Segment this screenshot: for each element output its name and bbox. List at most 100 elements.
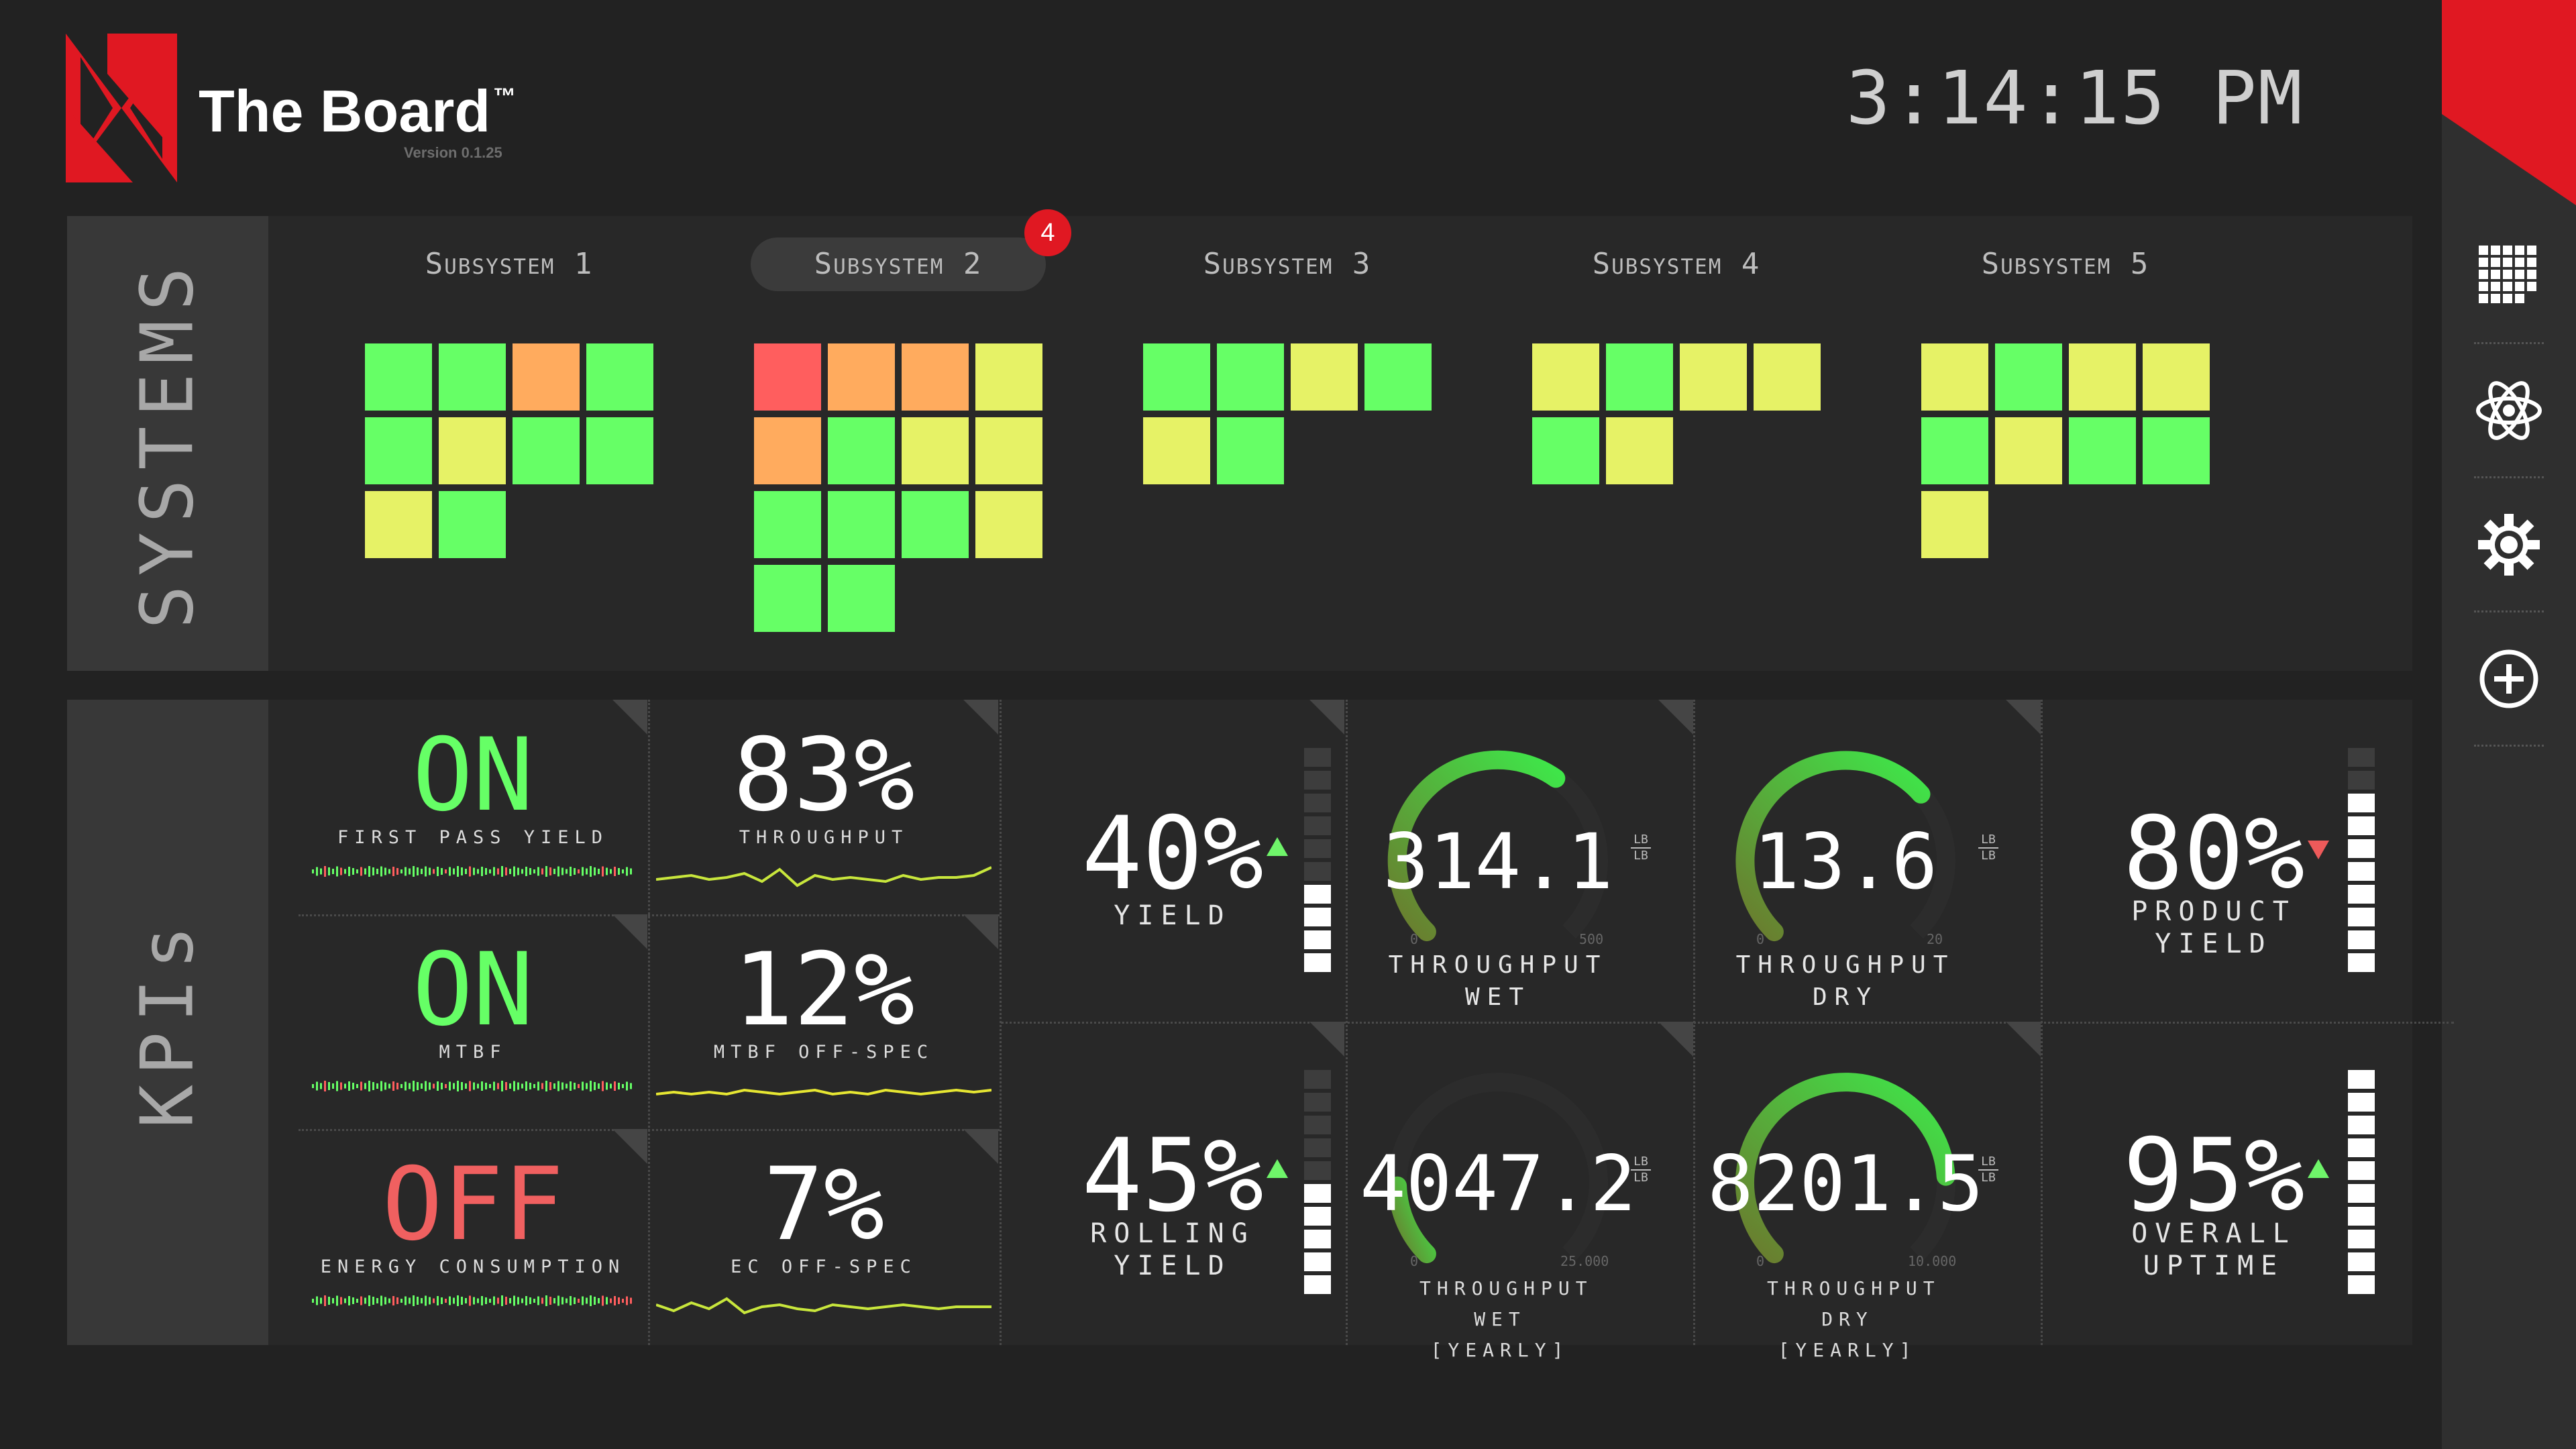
status-tile-green[interactable] (586, 343, 653, 411)
status-tile-yellow[interactable] (1606, 417, 1673, 484)
status-tile-green[interactable] (828, 417, 895, 484)
history-tick (437, 867, 439, 876)
status-tile-orange[interactable] (513, 343, 580, 411)
status-tile-yellow[interactable] (365, 491, 432, 558)
kpis-section-label: KPIs (67, 700, 268, 1345)
status-tile-green[interactable] (1217, 343, 1284, 411)
status-tile-green[interactable] (365, 343, 432, 411)
status-tile-green[interactable] (1364, 343, 1432, 411)
history-tick (356, 1299, 358, 1303)
status-tile-yellow[interactable] (1680, 343, 1747, 411)
status-tile-yellow[interactable] (902, 417, 969, 484)
status-tile-yellow[interactable] (2143, 343, 2210, 411)
kpi-status-card[interactable]: ON FIRST PASS YIELD (299, 700, 647, 914)
status-tile-green[interactable] (1921, 417, 1988, 484)
status-tile-green[interactable] (513, 417, 580, 484)
kpi-status-card[interactable]: OFF ENERGY CONSUMPTION (299, 1129, 647, 1344)
status-tile-yellow[interactable] (1291, 343, 1358, 411)
status-tile-green[interactable] (754, 565, 821, 632)
history-tick (324, 866, 326, 877)
history-tick (529, 1297, 531, 1304)
atom-button[interactable] (2474, 343, 2544, 478)
status-tile-yellow[interactable] (975, 343, 1042, 411)
history-tick (336, 866, 338, 877)
status-tile-yellow[interactable] (439, 417, 506, 484)
status-tile-green[interactable] (439, 491, 506, 558)
subsystem-tab-4[interactable]: Subsystem 4 (1592, 247, 1761, 281)
status-tile-green[interactable] (828, 491, 895, 558)
status-tile-green[interactable] (754, 491, 821, 558)
status-tile-red[interactable] (754, 343, 821, 411)
gauge-unit: LB LB (1975, 833, 2002, 863)
status-tile-yellow[interactable] (1921, 491, 1988, 558)
status-tile-yellow[interactable] (1754, 343, 1821, 411)
status-tile-green[interactable] (1143, 343, 1210, 411)
kpi-status-card[interactable]: ON MTBF (299, 914, 647, 1129)
status-tile-green[interactable] (828, 565, 895, 632)
subsystem-tab-5[interactable]: Subsystem 5 (1981, 247, 2150, 281)
status-tile-green[interactable] (586, 417, 653, 484)
status-tile-orange[interactable] (828, 343, 895, 411)
kpi-yield-card[interactable]: 95% OVERALL UPTIME (2042, 1022, 2385, 1344)
trademark-mark: ™ (493, 84, 517, 109)
systems-section-label: SYSTEMS (67, 216, 268, 671)
kpi-status-label: MTBF (439, 1042, 507, 1063)
status-tile-yellow[interactable] (1143, 417, 1210, 484)
kpi-percent-card[interactable]: 83% THROUGHPUT (649, 700, 998, 914)
level-segment (2348, 885, 2375, 904)
history-tick (578, 1299, 580, 1303)
level-meter (1304, 748, 1331, 973)
subsystem-tab-3[interactable]: Subsystem 3 (1203, 247, 1372, 281)
kpi-yield-card[interactable]: 40% YIELD (1001, 700, 1344, 1022)
status-tile-green[interactable] (1532, 417, 1599, 484)
status-tile-orange[interactable] (902, 343, 969, 411)
kpi-yield-card[interactable]: 45% ROLLING YIELD (1001, 1022, 1344, 1344)
status-tile-green[interactable] (1995, 343, 2062, 411)
status-tile-yellow[interactable] (1532, 343, 1599, 411)
kpi-percent-value: 7% (763, 1146, 885, 1263)
card-corner-marker (612, 700, 647, 735)
status-tile-yellow[interactable] (1921, 343, 1988, 411)
subsystem-status-grid (1143, 343, 1432, 484)
settings-button[interactable] (2474, 478, 2544, 612)
history-tick (529, 1083, 531, 1089)
status-tile-green[interactable] (2143, 417, 2210, 484)
grid-menu-button[interactable] (2474, 209, 2544, 343)
kpi-percent-card[interactable]: 7% EC OFF-SPEC (649, 1129, 998, 1344)
history-tick (328, 867, 330, 875)
subsystem-tab-2[interactable]: Subsystem 2 (751, 237, 1046, 291)
brand-logo (66, 34, 177, 182)
kpi-gauge-card[interactable]: 8201.5 LB LB 0 10.000 THROUGHPUT DRY [YEARLY] (1695, 1022, 2041, 1361)
history-tick (610, 1298, 612, 1303)
status-tile-green[interactable] (902, 491, 969, 558)
history-tick (489, 869, 491, 873)
history-tick (541, 1297, 543, 1304)
kpi-gauge-card[interactable]: 4047.2 LB LB 0 25.000 THROUGHPUT WET [YEARLY] (1347, 1022, 1693, 1361)
kpi-yield-card[interactable]: 80% PRODUCT YIELD (2042, 700, 2385, 1022)
history-tick (328, 1297, 330, 1305)
status-tile-green[interactable] (439, 343, 506, 411)
kpi-gauge-card[interactable]: 314.1 LB LB 0 500 THROUGHPUT WET (1347, 700, 1693, 1022)
sidebar (2442, 0, 2576, 1449)
kpi-status-label: ENERGY CONSUMPTION (320, 1256, 626, 1277)
add-button[interactable] (2474, 612, 2544, 746)
status-tile-green[interactable] (2069, 417, 2136, 484)
status-tile-yellow[interactable] (975, 491, 1042, 558)
kpi-gauge-card[interactable]: 13.6 LB LB 0 20 THROUGHPUT DRY (1695, 700, 2041, 1022)
history-tick (541, 868, 543, 875)
status-tile-green[interactable] (1217, 417, 1284, 484)
level-segment (1304, 1070, 1331, 1089)
history-tick (352, 1297, 354, 1304)
history-tick (429, 1082, 431, 1090)
status-tile-green[interactable] (365, 417, 432, 484)
history-tick (340, 1297, 342, 1305)
status-tile-green[interactable] (1606, 343, 1673, 411)
history-tick (405, 867, 407, 876)
history-tick (582, 867, 584, 876)
status-tile-yellow[interactable] (2069, 343, 2136, 411)
kpi-percent-card[interactable]: 12% MTBF OFF-SPEC (649, 914, 998, 1129)
status-tile-orange[interactable] (754, 417, 821, 484)
status-tile-yellow[interactable] (975, 417, 1042, 484)
status-tile-yellow[interactable] (1995, 417, 2062, 484)
subsystem-tab-1[interactable]: Subsystem 1 (425, 247, 594, 281)
